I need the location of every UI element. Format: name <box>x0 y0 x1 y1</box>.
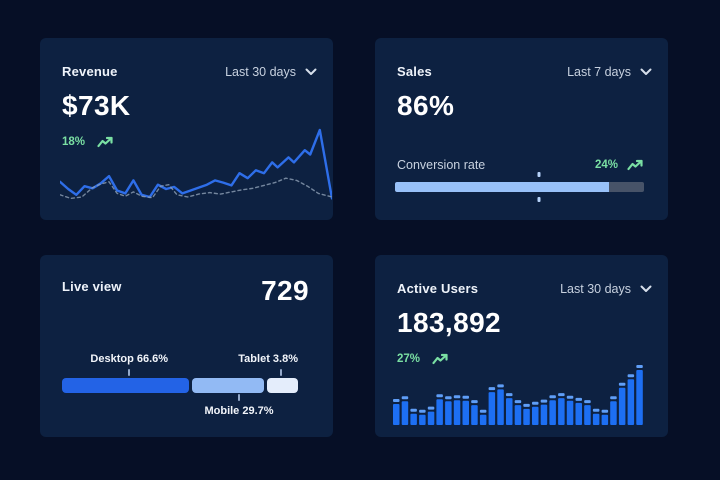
tablet-share-label: Tablet 3.8% <box>238 353 298 365</box>
sales-value: 86% <box>397 90 455 121</box>
sales-period-selector[interactable]: Last 7 days <box>567 65 652 79</box>
active-users-period-label: Last 30 days <box>560 281 631 296</box>
conversion-delta-text: 24% <box>594 159 618 171</box>
revenue-card-header: Revenue Last 30 days <box>62 64 317 79</box>
active-users-period-selector[interactable]: Last 30 days <box>560 282 652 296</box>
tablet-share-tick <box>280 369 283 376</box>
active-users-delta: 27% <box>397 353 449 365</box>
progress-track <box>395 182 644 192</box>
active-users-delta-text: 27% <box>397 353 421 365</box>
device-segment <box>267 378 298 393</box>
live-view-card-header: Live view <box>62 279 317 294</box>
progress-target-marker-bottom <box>537 197 541 202</box>
revenue-delta-text: 18% <box>62 136 86 148</box>
active-users-card: Active Users Last 30 days 183,892 27% <box>375 255 668 437</box>
desktop-share-tick <box>128 369 131 376</box>
revenue-line-chart <box>60 128 332 200</box>
live-view-card: Live view 729 Desktop 66.6% Tablet 3.8% … <box>40 255 333 437</box>
active-users-card-header: Active Users Last 30 days <box>397 281 652 296</box>
live-view-value: 729 <box>261 275 309 306</box>
conversion-progress-bar <box>395 172 644 202</box>
sales-card: Sales Last 7 days 86% Conversion rate 24… <box>375 38 668 220</box>
active-users-bar-chart <box>393 365 643 425</box>
active-users-value: 183,892 <box>397 307 502 338</box>
revenue-delta: 18% <box>62 136 114 148</box>
active-users-card-title: Active Users <box>397 281 479 296</box>
chevron-down-icon <box>640 68 652 76</box>
sales-card-header: Sales Last 7 days <box>397 64 652 79</box>
sales-period-label: Last 7 days <box>567 64 631 79</box>
revenue-period-selector[interactable]: Last 30 days <box>225 65 317 79</box>
trending-up-icon <box>627 159 644 171</box>
revenue-card: Revenue Last 30 days $73K 18% <box>40 38 333 220</box>
revenue-value: $73K <box>62 90 131 121</box>
device-segment <box>192 378 265 393</box>
desktop-share-label: Desktop 66.6% <box>90 353 169 365</box>
device-segment <box>62 378 190 393</box>
chevron-down-icon <box>305 68 317 76</box>
device-share-bar <box>62 378 298 393</box>
trending-up-icon <box>97 136 114 148</box>
revenue-period-label: Last 30 days <box>225 64 296 79</box>
conversion-rate-label: Conversion rate <box>397 158 486 172</box>
mobile-share-label: Mobile 29.7% <box>204 405 274 417</box>
sales-card-title: Sales <box>397 64 432 79</box>
progress-target-marker-top <box>537 172 541 177</box>
chevron-down-icon <box>640 285 652 293</box>
mobile-share-tick <box>238 394 240 401</box>
conversion-delta: 24% <box>595 159 644 171</box>
revenue-card-title: Revenue <box>62 64 118 79</box>
live-view-card-title: Live view <box>62 279 122 294</box>
device-share-chart: Desktop 66.6% Tablet 3.8% Mobile 29.7% <box>62 353 298 417</box>
trending-up-icon <box>432 353 449 365</box>
progress-fill <box>395 182 610 192</box>
conversion-rate-row: Conversion rate 24% <box>397 158 644 172</box>
